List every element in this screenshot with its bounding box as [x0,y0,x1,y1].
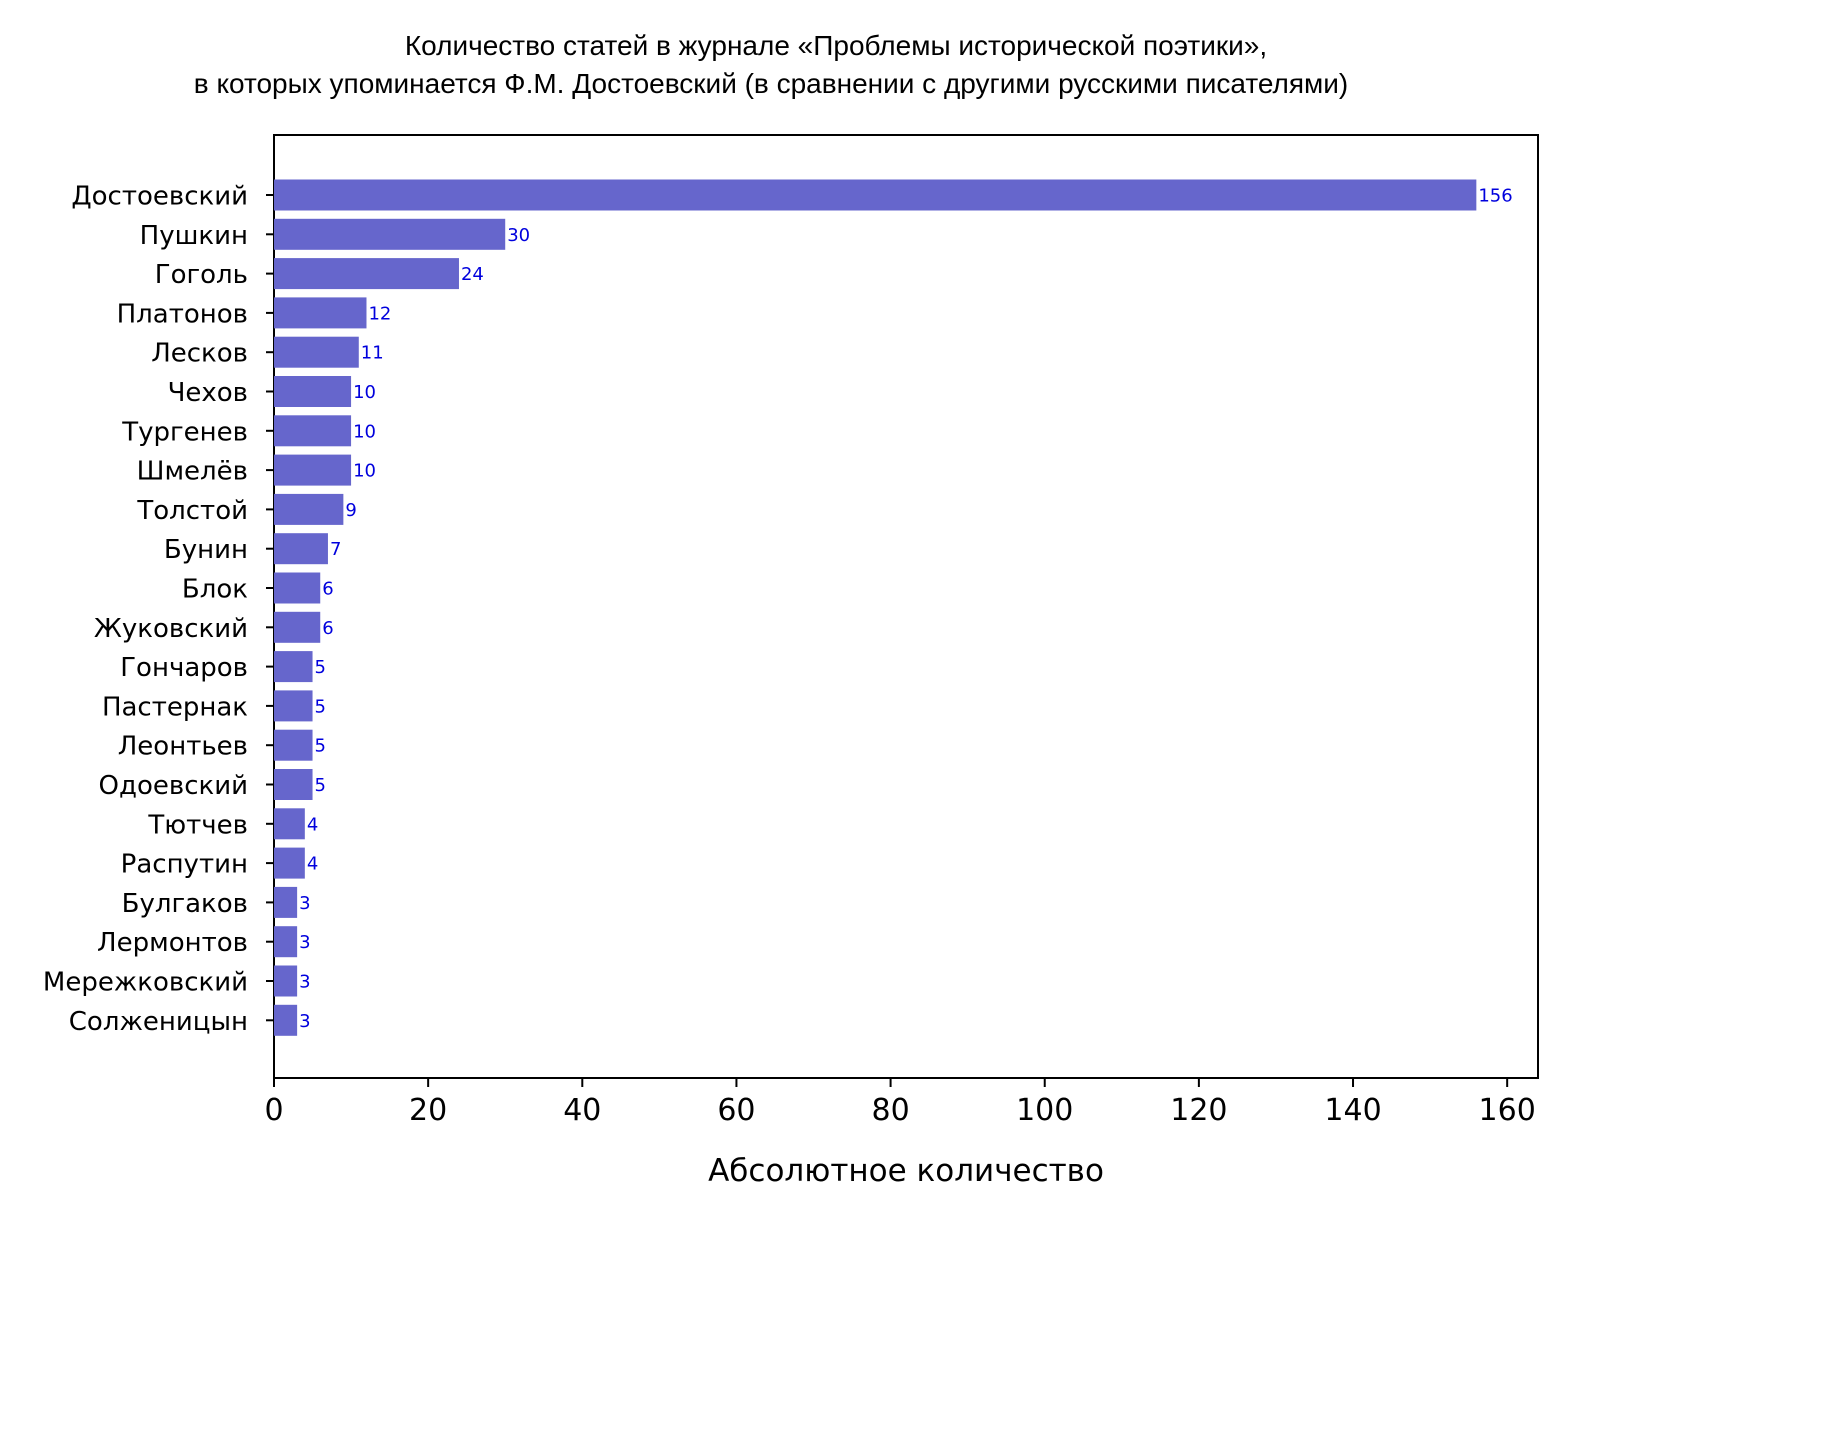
x-tick-label: 160 [1479,1093,1536,1128]
y-tick-label: Жуковский [94,614,248,644]
x-axis-label: Абсолютное количество [708,1153,1104,1189]
bar [274,965,298,997]
bar [274,336,359,368]
x-tick-label: 0 [264,1093,283,1128]
x-tick-label: 40 [563,1093,601,1128]
bar [274,376,352,407]
bar [274,415,352,447]
chart-title-line-1: Количество статей в журнале «Проблемы ис… [405,30,1267,61]
chart-title: Количество статей в журнале «Проблемы ис… [194,30,1348,99]
y-tick-label: Одоевский [99,771,248,801]
y-tick-label: Леонтьев [118,732,248,762]
bar-value-labels: 156 30 24 12 11 10 10 10 97 6 6 5 5 5 5 4 4 3 3 3 3 [299,186,1513,1032]
y-tick-label: Шмелёв [137,457,248,487]
x-tick-label: 20 [409,1093,447,1128]
y-tick-label: Толстой [136,496,248,526]
y-axis: Достоевский Пушкин Гоголь Платонов Лесков Чех… [43,182,274,1037]
y-tick-label: Мережковский [43,968,248,998]
bar [274,808,305,840]
y-tick-label: Достоевский [71,182,248,212]
y-tick-label: Пастернак [102,692,248,722]
bar-value-label: 5 [315,657,326,678]
bar-value-label: 5 [315,775,326,796]
bar [274,454,352,486]
bar-value-label: 4 [307,814,318,835]
x-tick-label: 60 [717,1093,755,1128]
bar [274,926,298,958]
bar [274,258,459,290]
y-tick-label: Блок [182,575,248,605]
bar [274,651,313,683]
plot-area-frame [273,134,1539,1079]
y-tick-label: Распутин [121,850,248,880]
bar-value-label: 3 [299,893,310,914]
bar-value-label: 10 [353,421,376,442]
bar-value-label: 5 [315,696,326,717]
bar [274,729,313,761]
bar-value-label: 11 [361,343,384,364]
bar [274,297,367,329]
x-tick-label: 80 [871,1093,909,1128]
y-tick-label: Лермонтов [97,928,248,958]
y-tick-label: Лесков [151,339,248,369]
bar [274,533,328,565]
y-tick-label: Тютчев [147,810,248,840]
y-tick-label: Солженицын [69,1007,248,1037]
x-tick-label: 120 [1170,1093,1227,1128]
bar [274,690,313,722]
bar-value-label: 4 [307,854,318,875]
chart-container: Количество статей в журнале «Проблемы ис… [43,30,1539,1189]
bar-value-label: 7 [330,539,341,560]
bar-chart: Количество статей в журнале «Проблемы ис… [43,30,1539,1189]
x-tick-label: 140 [1324,1093,1381,1128]
bar-value-label: 3 [299,1011,310,1032]
bar-value-label: 10 [353,461,376,482]
bar [274,1004,298,1036]
bar-value-label: 3 [299,932,310,953]
bar-value-label: 9 [345,500,356,521]
bar [274,179,1477,211]
y-tick-label: Платонов [117,299,248,329]
y-tick-label: Тургенев [121,417,248,447]
bar-value-label: 5 [315,736,326,757]
y-tick-label: Гоголь [155,260,248,290]
bar-value-label: 30 [507,225,530,246]
bar-value-label: 12 [368,303,391,324]
bar [274,769,313,800]
bar-value-label: 6 [322,618,333,639]
bar-value-label: 6 [322,579,333,600]
bar-value-label: 156 [1478,186,1512,207]
y-tick-label: Бунин [164,535,248,565]
bars [274,179,1477,1036]
bar [274,886,298,918]
bar [274,218,506,250]
chart-title-line-2: в которых упоминается Ф.М. Достоевский (… [194,68,1348,99]
bar-value-label: 10 [353,382,376,403]
x-tick-label: 100 [1016,1093,1073,1128]
y-tick-label: Чехов [168,378,248,408]
bar [274,572,321,604]
bar-value-label: 24 [461,264,484,285]
y-tick-label: Пушкин [140,221,248,251]
bar-value-label: 3 [299,972,310,993]
bar [274,493,344,525]
x-axis: 0 20 40 60 80 100 120 140 160 [264,1078,1536,1128]
y-tick-label: Гончаров [120,653,248,683]
bar [274,611,321,643]
y-tick-label: Булгаков [122,889,248,919]
bar [274,847,305,879]
